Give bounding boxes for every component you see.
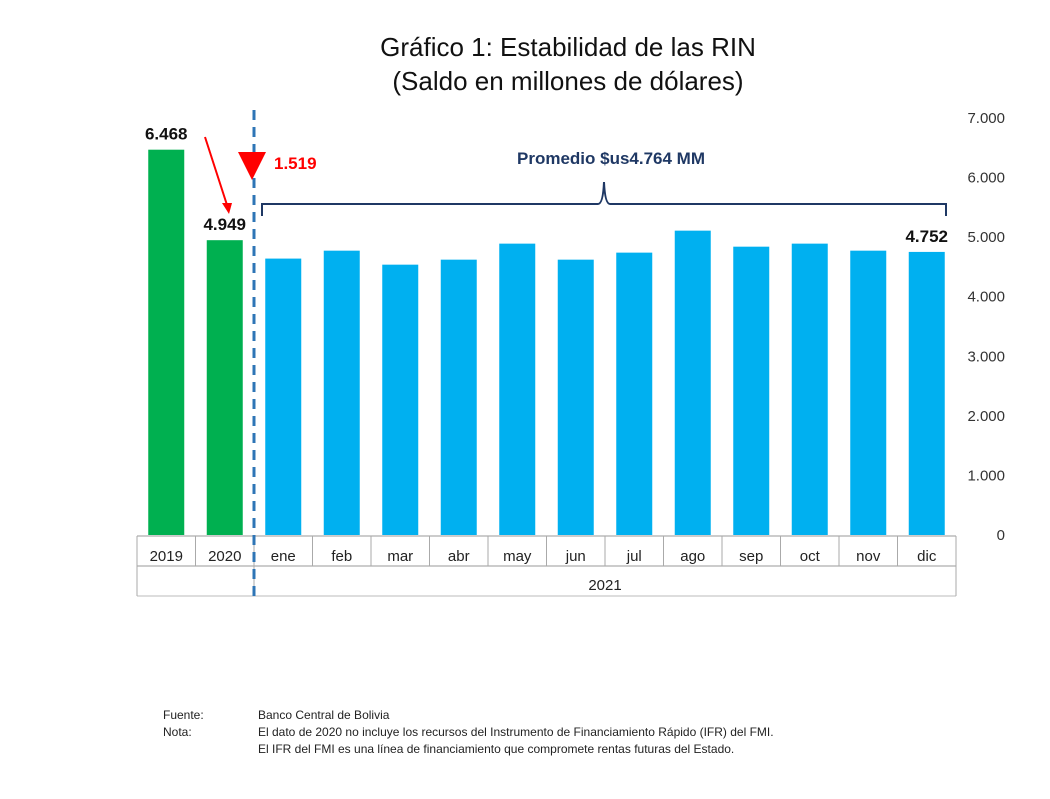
- bar-ago: [674, 230, 711, 535]
- y-tick-label: 2.000: [967, 408, 1005, 425]
- y-tick-label: 7.000: [967, 110, 1005, 127]
- bar-may: [499, 243, 536, 535]
- x-group-label: 2021: [588, 577, 621, 594]
- x-tick-label: nov: [856, 548, 881, 565]
- y-tick-label: 5.000: [967, 229, 1005, 246]
- bar-oct: [791, 243, 828, 535]
- y-tick-label: 0: [997, 527, 1005, 544]
- x-tick-label: jun: [565, 548, 586, 565]
- down-triangle-icon: [238, 152, 266, 180]
- chart-notes: Fuente: Banco Central de Bolivia Nota: El …: [163, 707, 774, 758]
- x-tick-label: 2020: [208, 548, 241, 565]
- x-tick-label: dic: [917, 548, 937, 565]
- x-tick-label: sep: [739, 548, 763, 565]
- decline-label: 1.519: [274, 154, 317, 173]
- note-label: Nota:: [163, 725, 192, 739]
- note-text: El dato de 2020 no incluye los recursos …: [258, 725, 774, 739]
- x-tick-label: 2019: [150, 548, 183, 565]
- decline-arrow-icon: [204, 136, 228, 206]
- x-tick-label: jul: [626, 548, 642, 565]
- bar-abr: [440, 259, 477, 535]
- note-label: [163, 741, 258, 758]
- data-label: 6.468: [145, 125, 188, 144]
- y-tick-label: 6.000: [967, 170, 1005, 187]
- bar-ene: [265, 258, 302, 535]
- note-text: El IFR del FMI es una línea de financiam…: [258, 742, 735, 756]
- bar-nov: [850, 250, 887, 535]
- bar-dic: [908, 251, 945, 535]
- chart-subtitle: (Saldo en millones de dólares): [392, 66, 744, 96]
- arrowhead-icon: [222, 203, 232, 214]
- data-label: 4.752: [905, 227, 948, 246]
- bar-feb: [323, 250, 360, 535]
- x-tick-label: may: [503, 548, 532, 565]
- note-label: Fuente:: [163, 708, 204, 722]
- note-row: Fuente: Banco Central de Bolivia: [163, 707, 774, 724]
- x-tick-label: ene: [271, 548, 296, 565]
- bar-2019: [148, 149, 185, 535]
- note-row: El IFR del FMI es una línea de financiam…: [163, 741, 774, 758]
- data-label: 4.949: [203, 215, 246, 234]
- x-tick-label: feb: [331, 548, 352, 565]
- x-tick-label: oct: [800, 548, 821, 565]
- chart-title: Gráfico 1: Estabilidad de las RIN: [380, 32, 756, 62]
- x-tick-label: abr: [448, 548, 470, 565]
- bar-2020: [206, 240, 243, 535]
- note-text: Banco Central de Bolivia: [258, 708, 390, 722]
- y-tick-label: 1.000: [967, 467, 1005, 484]
- bar-jul: [616, 252, 653, 536]
- bar-sep: [733, 246, 770, 535]
- average-bracket: [261, 181, 947, 216]
- bar-mar: [382, 264, 419, 535]
- x-tick-label: mar: [387, 548, 413, 565]
- x-tick-label: ago: [680, 548, 705, 565]
- note-row: Nota: El dato de 2020 no incluye los recu…: [163, 724, 774, 741]
- average-label: Promedio $us4.764 MM: [517, 149, 705, 168]
- bar-jun: [557, 259, 594, 535]
- y-tick-label: 4.000: [967, 289, 1005, 306]
- y-tick-label: 3.000: [967, 348, 1005, 365]
- bar-chart: 0 1.000 2.000 3.000 4.000 5.000 6.000 7.000 2019…: [136, 110, 1005, 597]
